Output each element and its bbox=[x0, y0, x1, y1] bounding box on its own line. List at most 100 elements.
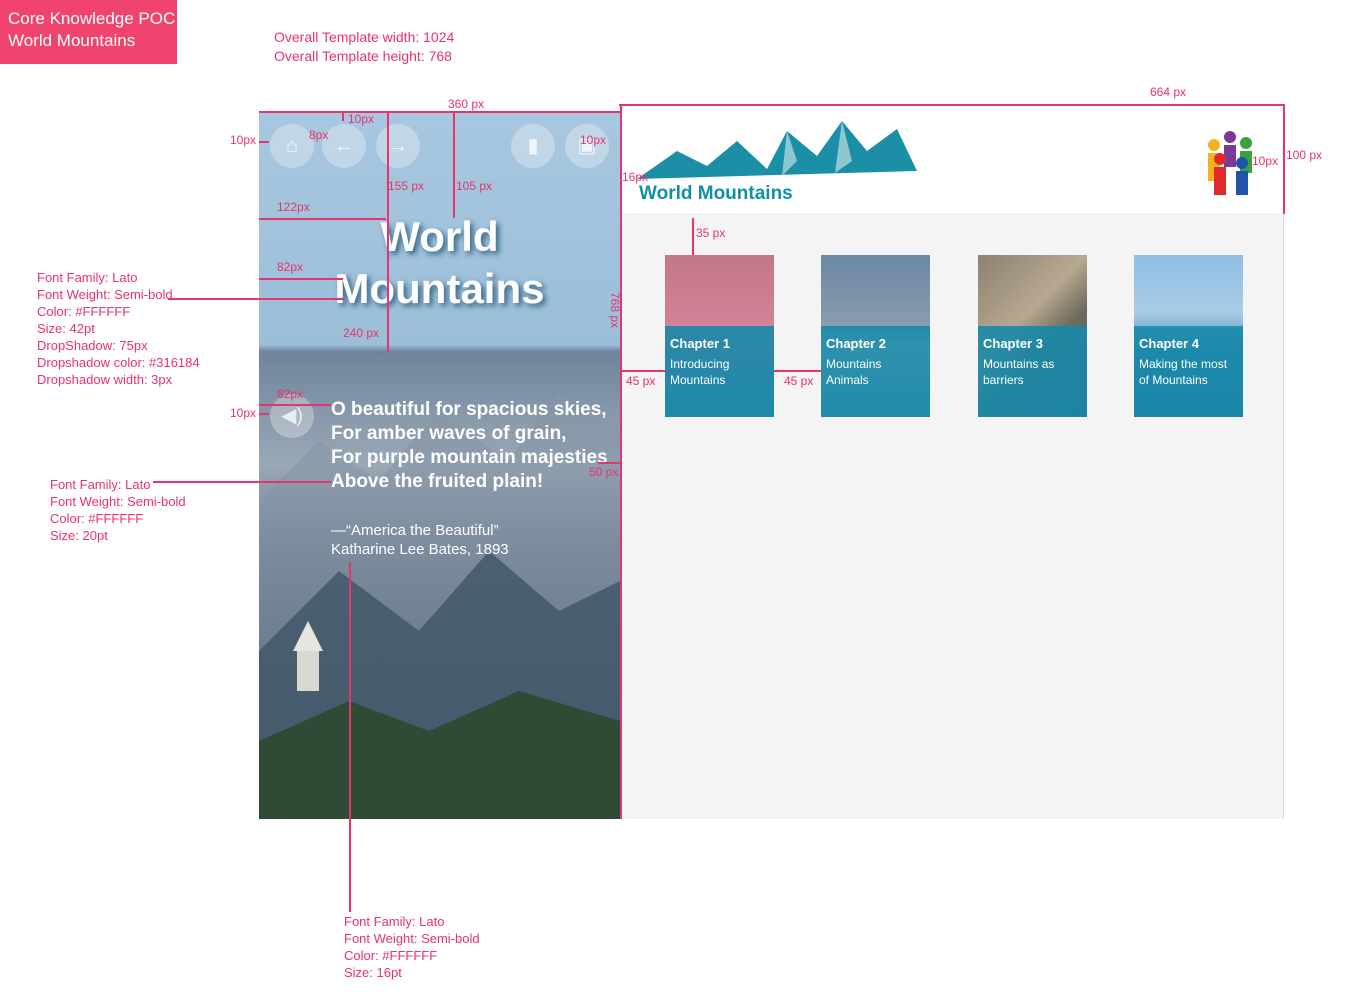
brand-title: World Mountains bbox=[639, 183, 793, 204]
chapter-card-2[interactable]: Chapter 2 Mountains Animals bbox=[821, 255, 930, 417]
measure-line bbox=[619, 104, 1284, 106]
chapter-card-4[interactable]: Chapter 4 Making the most of Mountains bbox=[1134, 255, 1243, 417]
measure-label: 10px bbox=[1252, 154, 1279, 168]
poem-line: O beautiful for spacious skies, bbox=[331, 399, 607, 420]
measure-line bbox=[349, 562, 351, 912]
measure-line bbox=[598, 462, 620, 464]
spec-line: Size: 42pt bbox=[37, 321, 95, 336]
chapter-subtitle: Mountains as barriers bbox=[983, 357, 1055, 387]
measure-line bbox=[692, 218, 694, 255]
measure-line bbox=[774, 370, 821, 372]
measure-line bbox=[259, 218, 386, 220]
spec-line: Size: 20pt bbox=[50, 528, 108, 543]
forward-button[interactable]: → bbox=[376, 124, 420, 168]
template-height: Overall Template height: 768 bbox=[274, 48, 452, 64]
measure-label: 16px bbox=[622, 170, 649, 184]
project-badge: Core Knowledge POC World Mountains bbox=[0, 0, 177, 64]
page-title: World Mountains bbox=[259, 211, 620, 315]
measure-label: 240 px bbox=[343, 326, 380, 340]
back-button[interactable]: ← bbox=[322, 124, 366, 168]
chapter-band bbox=[821, 326, 930, 417]
attribution-line: Katharine Lee Bates, 1893 bbox=[331, 541, 509, 558]
chapter-card-3[interactable]: Chapter 3 Mountains as barriers bbox=[978, 255, 1087, 417]
measure-label: 50 px bbox=[589, 465, 619, 479]
badge-line-2: World Mountains bbox=[8, 31, 136, 50]
measure-line bbox=[259, 278, 343, 280]
mountain-logo-icon bbox=[637, 121, 917, 179]
image-button[interactable]: ▣ bbox=[565, 124, 609, 168]
template-info: Overall Template width: 1024 Overall Tem… bbox=[274, 28, 454, 66]
forward-arrow-icon: → bbox=[388, 135, 408, 157]
measure-label: 45 px bbox=[784, 374, 814, 388]
measure-label: 100 px bbox=[1286, 148, 1323, 162]
chapter-band bbox=[665, 326, 774, 417]
poem-spec: Font Family: Lato Font Weight: Semi-bold… bbox=[50, 476, 186, 544]
home-button[interactable]: ⌂ bbox=[270, 124, 314, 168]
measure-line bbox=[259, 111, 620, 113]
measure-label: 82px bbox=[277, 387, 304, 401]
measure-label: 360 px bbox=[448, 97, 485, 111]
poem-line: Above the fruited plain! bbox=[331, 471, 544, 492]
speaker-icon: ◀) bbox=[280, 405, 304, 427]
chapter-subtitle: Making the most of Mountains bbox=[1139, 357, 1228, 387]
chapter-card-1[interactable]: Chapter 1 Introducing Mountains bbox=[665, 255, 774, 417]
audio-button[interactable]: ◀) bbox=[270, 394, 314, 438]
measure-line bbox=[259, 141, 269, 143]
measure-label: 155 px bbox=[388, 179, 425, 193]
chapter-subtitle: Mountains Animals bbox=[826, 357, 882, 387]
measure-label: 10px bbox=[348, 112, 375, 126]
header-bar: World Mountains bbox=[621, 111, 1283, 213]
spec-line: Font Weight: Semi-bold bbox=[37, 287, 173, 302]
measure-line bbox=[259, 413, 269, 415]
poem: O beautiful for spacious skies, For ambe… bbox=[331, 398, 608, 494]
badge-line-1: Core Knowledge POC bbox=[8, 9, 176, 28]
measure-label: 664 px bbox=[1150, 85, 1187, 99]
spec-line: Color: #FFFFFF bbox=[50, 511, 144, 526]
image-icon: ▣ bbox=[577, 135, 597, 157]
measure-line bbox=[1283, 104, 1285, 214]
spec-line: Font Family: Lato bbox=[344, 914, 445, 929]
spec-line: Font Weight: Semi-bold bbox=[344, 931, 480, 946]
back-arrow-icon: ← bbox=[334, 135, 354, 157]
spec-line: Dropshadow color: #316184 bbox=[37, 355, 200, 370]
chapter-title: Chapter 3 bbox=[983, 336, 1043, 351]
measure-label: 10px bbox=[580, 133, 607, 147]
measure-label: 768 px bbox=[608, 292, 622, 329]
attribution-spec: Font Family: Lato Font Weight: Semi-bold… bbox=[344, 913, 480, 981]
chapter-title: Chapter 4 bbox=[1139, 336, 1199, 351]
attribution: —“America the Beautiful” Katharine Lee B… bbox=[331, 521, 509, 559]
measure-label: 10px bbox=[230, 406, 257, 420]
book-button[interactable]: ▮ bbox=[511, 124, 555, 168]
poem-line: For amber waves of grain, bbox=[331, 423, 567, 444]
template-width: Overall Template width: 1024 bbox=[274, 29, 455, 45]
title-spec: Font Family: Lato Font Weight: Semi-bold… bbox=[37, 269, 200, 388]
chapter-band bbox=[1134, 326, 1243, 417]
measure-line bbox=[453, 111, 455, 218]
people-logo-icon bbox=[1208, 131, 1252, 195]
measure-line bbox=[621, 370, 665, 372]
measure-line bbox=[168, 298, 343, 300]
spec-line: DropShadow: 75px bbox=[37, 338, 148, 353]
spec-line: Font Weight: Semi-bold bbox=[50, 494, 186, 509]
spec-line: Font Family: Lato bbox=[50, 477, 151, 492]
title-line-2: Mountains bbox=[334, 265, 545, 312]
spec-line: Color: #FFFFFF bbox=[344, 948, 438, 963]
measure-line bbox=[620, 104, 622, 819]
poem-line: For purple mountain majesties bbox=[331, 447, 608, 468]
title-line-1: World bbox=[380, 213, 499, 260]
measure-label: 105 px bbox=[456, 179, 493, 193]
chapter-title: Chapter 2 bbox=[826, 336, 886, 351]
measure-label: 122px bbox=[277, 200, 310, 214]
measure-line bbox=[259, 404, 331, 406]
measure-label: 45 px bbox=[626, 374, 656, 388]
measure-label: 35 px bbox=[696, 226, 726, 240]
spec-line: Font Family: Lato bbox=[37, 270, 138, 285]
measure-line bbox=[153, 481, 331, 483]
home-icon: ⌂ bbox=[285, 135, 299, 157]
spec-line: Size: 16pt bbox=[344, 965, 402, 980]
book-icon: ▮ bbox=[527, 135, 539, 157]
attribution-line: —“America the Beautiful” bbox=[331, 522, 499, 539]
chapter-subtitle: Introducing Mountains bbox=[670, 357, 730, 387]
measure-line bbox=[387, 111, 389, 352]
measure-label: 10px bbox=[230, 133, 257, 147]
